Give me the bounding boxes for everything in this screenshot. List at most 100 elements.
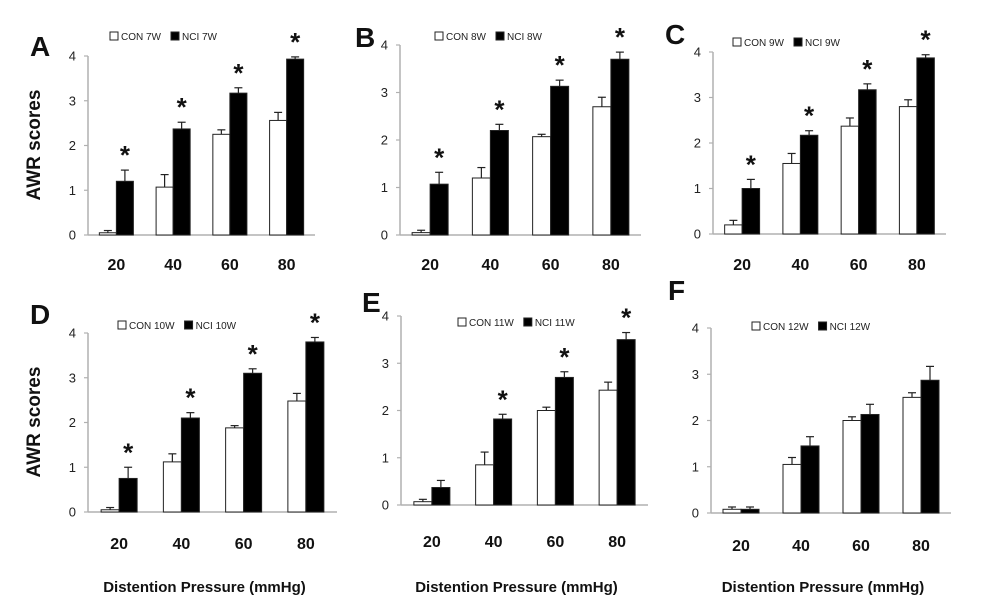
nci-bar: [115, 180, 134, 236]
panel-letter: B: [355, 22, 375, 53]
con-bar: [471, 177, 491, 236]
con-bar: [898, 106, 918, 235]
con-bar: [536, 410, 556, 506]
legend-label: NCI 8W: [507, 32, 543, 43]
x-tick-label: 80: [912, 538, 930, 555]
legend-swatch: [818, 321, 828, 331]
significance-star: *: [559, 342, 570, 372]
nci-bar: [431, 487, 451, 506]
legend-swatch: [434, 31, 444, 41]
con-bar: [100, 509, 120, 513]
x-tick-label: 80: [908, 257, 926, 274]
x-tick-label: 40: [485, 534, 503, 551]
con-bar: [475, 464, 495, 506]
con-bar: [287, 400, 307, 513]
x-axis-title: Distention Pressure (mmHg): [722, 579, 925, 596]
y-tick-label: 4: [69, 49, 76, 64]
significance-star: *: [862, 54, 873, 84]
significance-star: *: [233, 58, 244, 88]
x-tick-label: 60: [542, 257, 560, 274]
y-tick-label: 2: [692, 413, 699, 428]
significance-star: *: [921, 25, 932, 55]
nci-bar: [286, 58, 305, 236]
nci-bar: [489, 130, 509, 236]
legend-label: CON 8W: [446, 32, 487, 43]
nci-bar: [920, 379, 940, 514]
panel-letter: D: [30, 299, 50, 330]
con-bar: [162, 461, 182, 513]
legend-swatch: [751, 321, 761, 331]
nci-bar: [429, 183, 449, 236]
x-tick-label: 40: [481, 257, 499, 274]
nci-bar: [172, 128, 191, 236]
x-tick-label: 20: [423, 534, 441, 551]
x-tick-label: 60: [221, 257, 239, 274]
legend-label: NCI 11W: [535, 318, 575, 329]
legend: CON 10W NCI 10W: [117, 320, 237, 332]
y-tick-label: 1: [694, 181, 701, 196]
significance-star: *: [555, 50, 566, 80]
nci-bar: [800, 445, 820, 514]
x-tick-label: 80: [297, 536, 315, 553]
y-tick-label: 0: [381, 228, 388, 243]
panel-letter: E: [362, 287, 381, 318]
x-tick-label: 60: [852, 538, 870, 555]
legend: CON 7W NCI 7W: [109, 31, 218, 43]
y-tick-label: 1: [69, 183, 76, 198]
significance-star: *: [746, 149, 757, 179]
legend-label: CON 7W: [121, 32, 162, 43]
legend: CON 12W NCI 12W: [751, 321, 871, 333]
x-tick-label: 60: [546, 534, 564, 551]
con-bar: [598, 389, 618, 506]
nci-bar: [858, 89, 877, 235]
nci-bar: [860, 413, 880, 514]
y-axis-title: AWR scores: [24, 90, 45, 201]
x-tick-label: 80: [608, 534, 626, 551]
legend-label: CON 12W: [763, 322, 809, 333]
con-bar: [411, 232, 431, 236]
legend-swatch: [793, 37, 803, 47]
y-tick-label: 3: [694, 90, 701, 105]
y-tick-label: 3: [69, 93, 76, 108]
con-bar: [724, 224, 743, 235]
legend-swatch: [732, 37, 742, 47]
significance-star: *: [248, 339, 259, 369]
legend-label: NCI 10W: [196, 321, 237, 332]
legend-swatch: [109, 31, 119, 41]
x-tick-label: 40: [791, 257, 809, 274]
significance-star: *: [120, 140, 131, 170]
y-tick-label: 2: [382, 403, 389, 418]
x-tick-label: 60: [235, 536, 253, 553]
con-bar: [782, 162, 801, 235]
y-tick-label: 2: [69, 138, 76, 153]
nci-bar: [243, 372, 263, 513]
panel-letter: A: [30, 31, 50, 62]
y-tick-label: 0: [692, 506, 699, 521]
significance-star: *: [498, 384, 509, 414]
legend-swatch: [170, 31, 180, 41]
con-bar: [842, 420, 862, 514]
nci-bar: [799, 134, 819, 235]
nci-bar: [741, 188, 761, 235]
panel-letter: F: [668, 275, 685, 306]
con-bar: [225, 427, 245, 513]
panel-a: A 0 1 2 3 4 AWR scores * 20 * 40 * 60 * 80 CON 7W NCI 7W: [24, 27, 315, 274]
legend: CON 8W NCI 8W: [434, 31, 543, 43]
legend-swatch: [495, 31, 505, 41]
x-tick-label: 20: [732, 538, 750, 555]
significance-star: *: [434, 142, 445, 172]
x-axis-title: Distention Pressure (mmHg): [415, 579, 618, 596]
con-bar: [155, 186, 174, 236]
legend-label: NCI 12W: [830, 322, 871, 333]
y-tick-label: 2: [381, 133, 388, 148]
con-bar: [722, 508, 742, 514]
nci-bar: [305, 341, 325, 513]
y-tick-label: 0: [694, 227, 701, 242]
x-tick-label: 20: [110, 536, 128, 553]
y-tick-label: 0: [69, 505, 76, 520]
significance-star: *: [804, 101, 815, 131]
legend: CON 9W NCI 9W: [732, 37, 841, 49]
significance-star: *: [123, 437, 134, 467]
con-bar: [413, 501, 433, 506]
